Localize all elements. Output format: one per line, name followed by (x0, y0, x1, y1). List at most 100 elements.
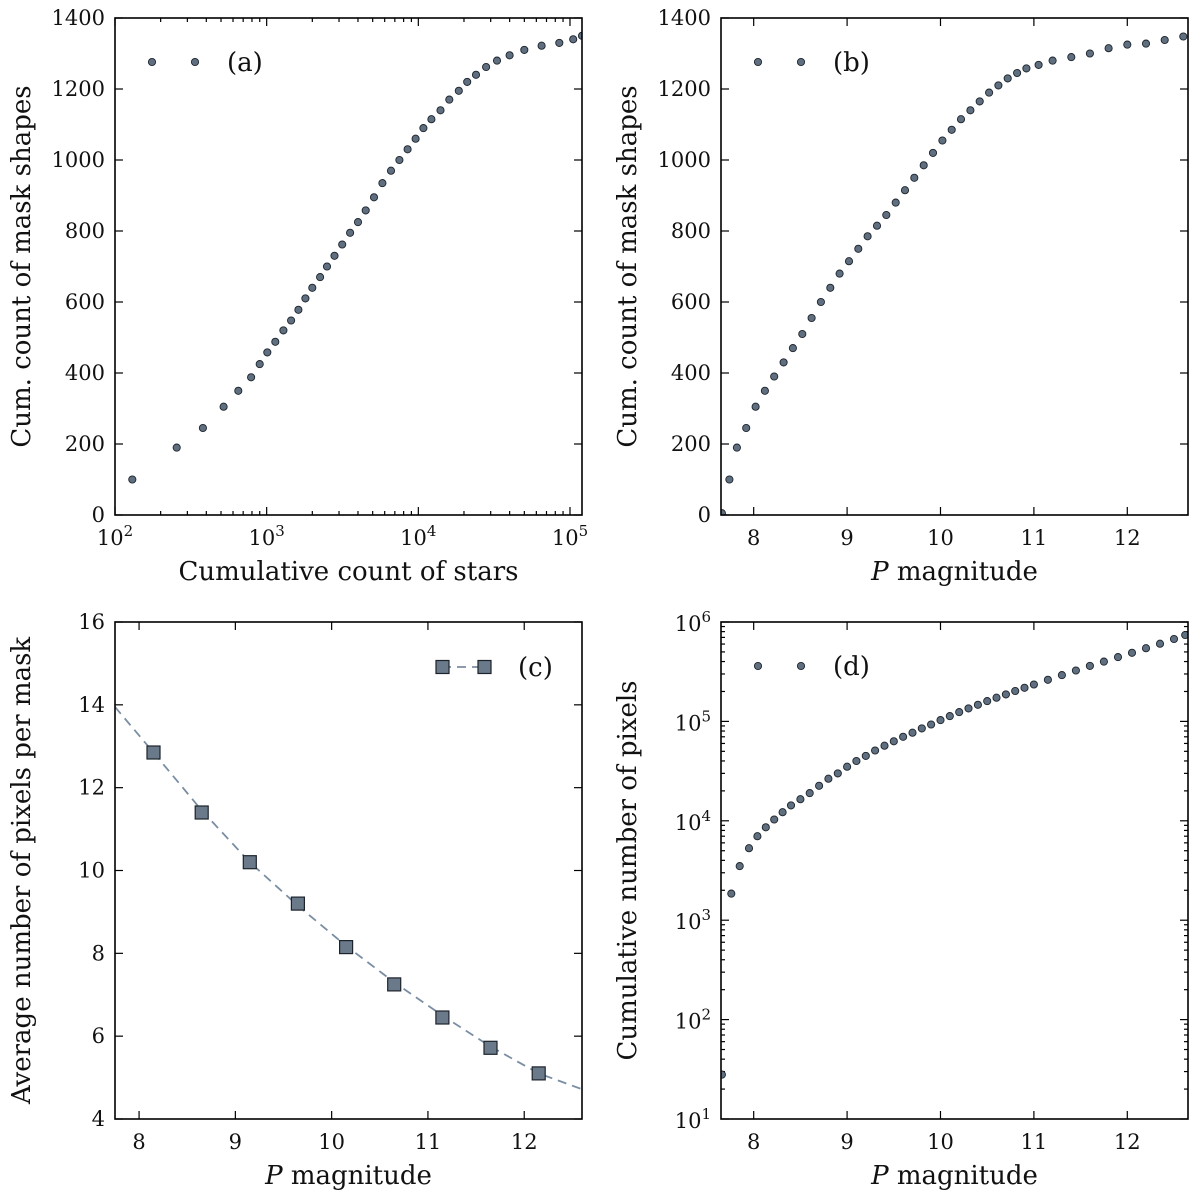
data-point (815, 781, 824, 790)
x-axis-label-text: magnitude (889, 557, 1038, 587)
legend-marker (477, 659, 492, 675)
data-point (807, 313, 816, 323)
data-point (1099, 657, 1108, 666)
x-tick-label: 12 (511, 1130, 538, 1154)
legend-label: (a) (227, 48, 263, 78)
x-tick-label: 12 (1114, 526, 1141, 550)
data-point (271, 337, 280, 346)
plot-frame (720, 17, 1189, 516)
data-point (520, 45, 529, 54)
data-point (882, 210, 891, 220)
data-point (1067, 53, 1076, 62)
data-point (419, 124, 428, 133)
data-point (805, 789, 814, 798)
panel-a: 102 103 104 1050200400600800100012001400(a)… (7, 6, 588, 587)
y-tick-label: 600 (65, 290, 105, 314)
data-point (816, 297, 825, 307)
data-point (308, 283, 317, 292)
y-tick-label: 600 (671, 290, 711, 314)
y-tick-label: 200 (65, 432, 105, 456)
y-tick-label: 104 (675, 807, 711, 835)
y-tick-label: 102 (675, 1006, 711, 1034)
data-point (1141, 39, 1151, 48)
data-point (788, 344, 797, 353)
data-square (339, 939, 354, 955)
legend-marker (753, 57, 763, 67)
x-axis-label: P magnitude (870, 1161, 1038, 1191)
data-point (128, 475, 137, 484)
y-tick-label-exponent: 3 (701, 906, 711, 924)
data-point (263, 348, 272, 357)
data-point (577, 31, 582, 40)
y-tick-label: 14 (78, 693, 105, 717)
data-point (369, 193, 379, 202)
x-axis-label-text: magnitude (283, 1161, 432, 1191)
data-point (287, 316, 296, 325)
x-tick-label: 9 (840, 526, 853, 550)
y-tick-label-exponent: 5 (701, 707, 711, 725)
x-tick-label: 8 (132, 1130, 145, 1154)
y-axis-label: Average number of pixels per mask (7, 637, 37, 1106)
data-point (975, 97, 984, 106)
y-tick-label-base: 10 (675, 1010, 702, 1034)
y-tick-label: 12 (78, 776, 105, 800)
data-point (727, 889, 736, 898)
data-point (1179, 32, 1188, 41)
y-tick-label: 1400 (658, 6, 711, 30)
y-tick-label-exponent: 2 (701, 1006, 711, 1024)
data-layer (721, 630, 1188, 1079)
data-point (835, 269, 844, 278)
x-tick-label: 103 (249, 522, 285, 550)
y-tick-label: 106 (675, 608, 711, 636)
y-axis-label: Cumulative number of pixels (613, 680, 643, 1060)
y-tick-label: 1000 (658, 148, 711, 172)
panel-c: 8 9 10 11 12 4 6 8 10 12 14 16 (c) P magnitude Average… (7, 610, 583, 1191)
data-point (786, 801, 796, 810)
data-point (947, 125, 956, 134)
data-point (889, 737, 898, 746)
data-point (927, 720, 936, 729)
x-axis-label: P magnitude (264, 1161, 432, 1191)
data-point (436, 106, 445, 115)
data-point (751, 402, 760, 411)
x-tick-label: 8 (747, 1130, 760, 1154)
y-tick-label: 1200 (52, 77, 105, 101)
data-point (891, 198, 900, 207)
data-point (471, 70, 481, 79)
y-tick-label: 1200 (658, 77, 711, 101)
x-tick-label-base: 10 (400, 526, 427, 550)
y-tick-label-base: 10 (675, 612, 702, 636)
data-point (198, 423, 207, 433)
data-layer (721, 32, 1188, 515)
data-point (760, 386, 769, 395)
plot-frame (114, 621, 583, 1120)
data-point (910, 173, 919, 182)
data-point (338, 240, 347, 249)
x-tick-label: 11 (1021, 1130, 1048, 1154)
x-axis-label: Cumulative count of stars (179, 557, 519, 587)
x-axis-label: P magnitude (870, 557, 1038, 587)
data-point (555, 38, 564, 47)
y-tick-label-exponent: 1 (701, 1105, 711, 1123)
y-tick-label: 105 (675, 707, 711, 735)
legend-label: (d) (833, 652, 870, 682)
data-point (852, 756, 861, 766)
data-point (411, 134, 420, 143)
plot-frame (720, 621, 1189, 1120)
data-point (301, 294, 310, 303)
data-square (242, 855, 257, 870)
data-point (908, 728, 917, 737)
y-tick-label: 101 (675, 1105, 711, 1133)
y-tick-label: 16 (78, 610, 105, 634)
data-point (983, 697, 992, 706)
legend-marker (147, 57, 157, 67)
y-tick-label: 800 (65, 219, 105, 243)
x-tick-label-exponent: 2 (124, 522, 134, 540)
data-point (735, 862, 744, 871)
data-point (234, 386, 243, 395)
y-tick-label: 0 (92, 503, 105, 527)
data-point (778, 808, 787, 817)
data-point (1169, 634, 1179, 644)
data-point (899, 732, 908, 741)
